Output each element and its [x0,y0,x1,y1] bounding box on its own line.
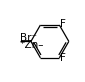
Text: F: F [60,19,66,29]
Text: Br⁻: Br⁻ [20,33,37,43]
Text: F: F [60,53,66,63]
Text: ⁺Zn–: ⁺Zn– [20,40,44,50]
